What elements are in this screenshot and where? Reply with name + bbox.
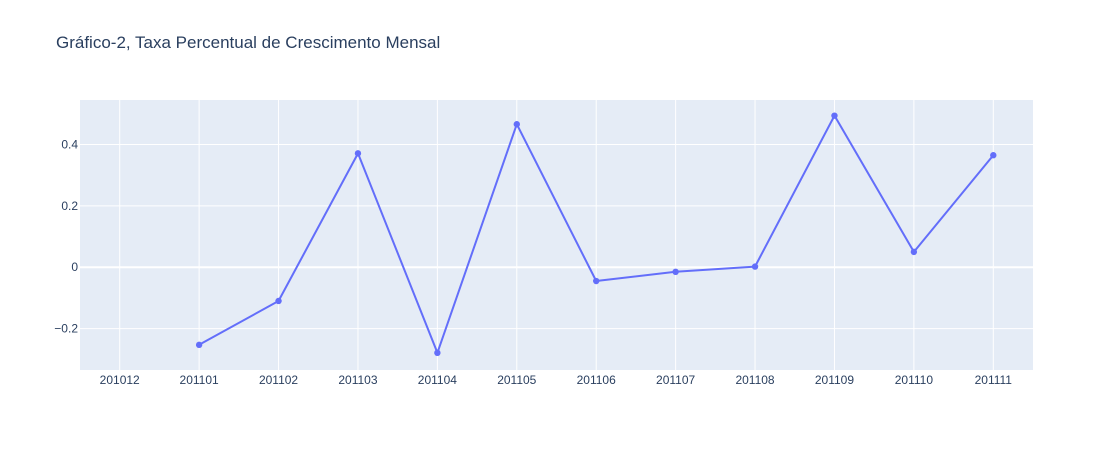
- data-point[interactable]: [434, 349, 441, 357]
- x-tick-label: 201103: [338, 373, 377, 387]
- grid-lines: [80, 100, 1033, 370]
- x-tick-label: 201106: [577, 373, 616, 387]
- data-point[interactable]: [275, 297, 282, 305]
- data-point[interactable]: [910, 248, 918, 256]
- y-tick-label: 0.4: [61, 137, 78, 151]
- data-point[interactable]: [990, 152, 997, 159]
- y-tick-label: 0.2: [61, 199, 78, 213]
- data-point[interactable]: [593, 277, 600, 285]
- plot-area: [80, 100, 1033, 370]
- x-tick-label: 201105: [497, 373, 536, 387]
- data-point[interactable]: [672, 268, 679, 276]
- x-tick-label: 201108: [735, 373, 774, 387]
- x-tick-label: 201101: [180, 373, 219, 387]
- data-point[interactable]: [195, 341, 203, 349]
- x-tick-label: 201104: [418, 373, 457, 387]
- data-point[interactable]: [831, 112, 838, 119]
- x-tick-label: 201012: [100, 373, 140, 387]
- x-tick-label: 201109: [815, 373, 854, 387]
- y-tick-label: −0.2: [54, 322, 78, 336]
- data-point[interactable]: [751, 263, 759, 270]
- axis-labels: 201012 201101 201102 201103 201104 201105 2011…: [54, 137, 1012, 387]
- data-point[interactable]: [354, 150, 362, 157]
- x-tick-label: 201102: [259, 373, 298, 387]
- series-layer: [195, 112, 997, 357]
- x-tick-label: 201111: [975, 373, 1013, 387]
- x-tick-label: 201110: [895, 373, 934, 387]
- y-tick-label: 0: [71, 260, 78, 274]
- x-tick-label: 201107: [656, 373, 695, 387]
- chart-title: Gráfico-2, Taxa Percentual de Cresciment…: [56, 33, 441, 52]
- data-point[interactable]: [513, 121, 520, 128]
